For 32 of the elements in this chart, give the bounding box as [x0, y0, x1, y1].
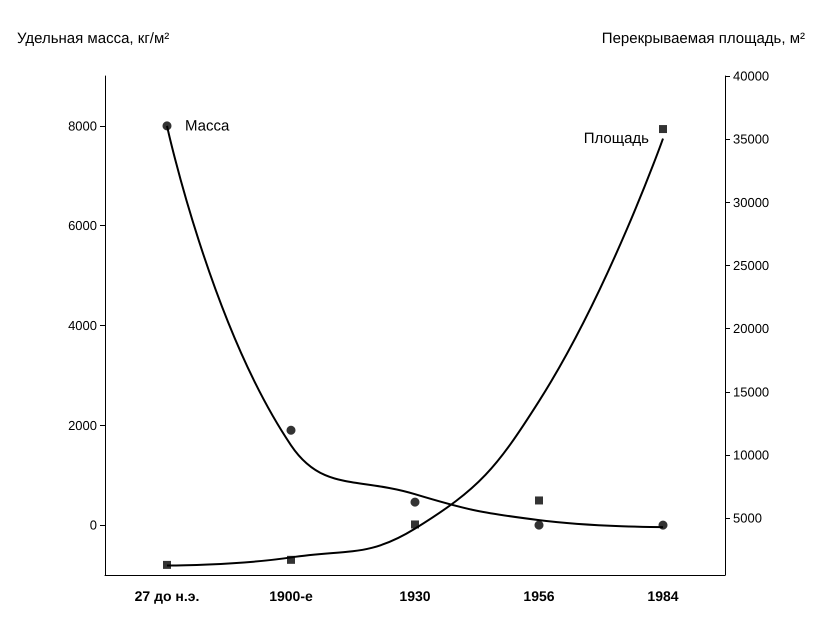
y-tick-label: 0: [90, 518, 97, 533]
y2-tick-label: 20000: [733, 321, 770, 336]
y-tick-label: 2000: [68, 418, 97, 433]
point: [411, 520, 419, 528]
y2-tick-label: 40000: [733, 68, 770, 84]
x-tick-label: 1956: [523, 588, 555, 604]
x-tick-label: 1984: [647, 588, 679, 604]
x-tick-label: 27 до н.э.: [134, 588, 200, 604]
point: [286, 426, 296, 435]
y-tick-label: 4000: [68, 318, 97, 333]
y2-tick-label: 25000: [733, 258, 770, 273]
y2-tick-label: 15000: [733, 384, 770, 400]
y-tick-label: 8000: [68, 118, 97, 134]
point: [659, 125, 667, 134]
point: [535, 496, 543, 504]
point: [658, 520, 668, 530]
y2-tick-label: 35000: [733, 132, 770, 147]
y2-axis-title: Перекрываемая площадь, м²: [602, 30, 806, 47]
point: [410, 498, 420, 507]
point: [163, 560, 171, 569]
point: [287, 556, 295, 564]
point: [534, 520, 544, 530]
point: [162, 121, 172, 130]
y-axis-title: Удельная масса, кг/м²: [17, 30, 170, 47]
series-label: Масса: [185, 117, 230, 134]
y2-tick-label: 5000: [733, 510, 762, 526]
y2-tick-label: 30000: [733, 194, 770, 210]
x-tick-label: 1930: [399, 588, 431, 604]
series-label: Площадь: [584, 130, 650, 148]
y2-tick-label: 10000: [733, 447, 770, 462]
x-tick-label: 1900-е: [269, 588, 314, 604]
y-tick-label: 6000: [68, 218, 97, 234]
